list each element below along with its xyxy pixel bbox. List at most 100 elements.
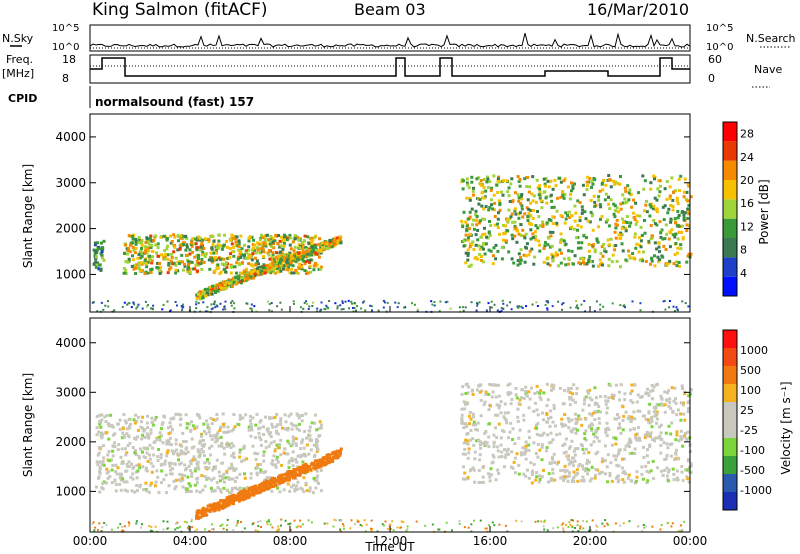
colorbar-segment [723,218,737,238]
heatmap-cell [277,528,280,531]
heatmap-cell [183,520,186,523]
heatmap-cell [679,412,683,416]
heatmap-cell [236,495,240,499]
heatmap-cell [226,425,230,429]
x-tick-label: 04:00 [173,534,208,548]
heatmap-cell [620,242,624,246]
heatmap-cell [198,248,202,252]
heatmap-cell [231,493,235,497]
heatmap-cell [299,455,303,459]
heatmap-cell [543,244,547,248]
heatmap-cell [208,530,211,532]
heatmap-cell [124,453,128,457]
heatmap-cell [546,529,549,532]
heatmap-cell [210,508,214,511]
heatmap-cell [673,310,676,312]
heatmap-cell [178,472,182,476]
heatmap-cell [477,384,481,388]
heatmap-cell [591,411,595,415]
heatmap-cell [220,444,224,448]
heatmap-cell [487,435,491,439]
heatmap-cell [579,479,583,483]
heatmap-cell [212,251,216,255]
heatmap-cell [187,526,189,529]
heatmap-cell [638,437,641,441]
heatmap-cell [275,412,279,416]
heatmap-cell [471,393,475,396]
heatmap-cell [560,422,563,426]
heatmap-cell [113,309,116,312]
heatmap-cell [685,223,689,227]
heatmap-cell [217,287,221,291]
heatmap-cell [672,262,676,266]
heatmap-cell [92,521,95,524]
heatmap-cell [268,417,272,420]
heatmap-cell [170,472,174,476]
heatmap-cell [569,523,572,526]
heatmap-cell [538,477,542,481]
heatmap-cell [197,413,201,417]
heatmap-cell [517,212,521,216]
heatmap-cell [120,472,124,476]
heatmap-cell [565,454,569,458]
heatmap-cell [134,242,138,246]
heatmap-cell [566,213,570,217]
heatmap-cell [546,262,550,266]
heatmap-cell [151,464,155,468]
heatmap-cell [542,247,546,250]
heatmap-cell [671,467,675,471]
heatmap-cell [591,264,595,268]
heatmap-cell [193,267,197,271]
heatmap-cell [468,411,472,414]
heatmap-cell [332,456,335,460]
heatmap-cell [686,468,690,472]
heatmap-cell [503,455,507,459]
heatmap-cell [588,255,592,259]
heatmap-cell [550,383,554,387]
heatmap-cell [588,479,592,483]
heatmap-cell [542,418,545,422]
heatmap-cell [645,210,649,214]
heatmap-cell [670,421,674,425]
heatmap-cell [107,450,111,454]
heatmap-cell [239,234,243,238]
heatmap-cell [229,446,233,449]
heatmap-cell [182,303,184,306]
heatmap-cell [584,310,587,313]
heatmap-cell [546,417,550,421]
heatmap-cell [655,417,659,421]
heatmap-cell [534,520,537,523]
heatmap-cell [194,263,198,267]
heatmap-cell [224,308,227,311]
heatmap-cell [330,452,334,456]
heatmap-cell [475,428,479,432]
heatmap-cell [563,464,567,468]
heatmap-cell [557,176,561,180]
heatmap-cell [558,432,562,436]
heatmap-cell [274,425,278,429]
heatmap-cell [506,218,510,222]
heatmap-cell [664,431,668,435]
heatmap-cell [228,498,232,502]
heatmap-cell [624,189,628,193]
heatmap-cell [445,521,448,524]
heatmap-cell [228,477,232,481]
heatmap-cell [287,265,290,269]
heatmap-cell [491,207,495,211]
heatmap-cell [190,241,193,245]
heatmap-cell [501,193,505,197]
heatmap-cell [665,180,669,183]
heatmap-cell [665,197,669,201]
heatmap-cell [267,432,271,436]
heatmap-cell [557,264,561,268]
heatmap-cell [310,243,314,247]
heatmap-cell [285,260,289,264]
heatmap-cell [294,457,298,461]
heatmap-cell [132,418,136,422]
heatmap-cell [137,241,141,244]
colorbar-tick-label: 24 [740,151,754,164]
heatmap-cell [225,430,229,434]
heatmap-cell [271,253,275,257]
heatmap-cell [466,217,470,221]
heatmap-cell [314,245,317,249]
